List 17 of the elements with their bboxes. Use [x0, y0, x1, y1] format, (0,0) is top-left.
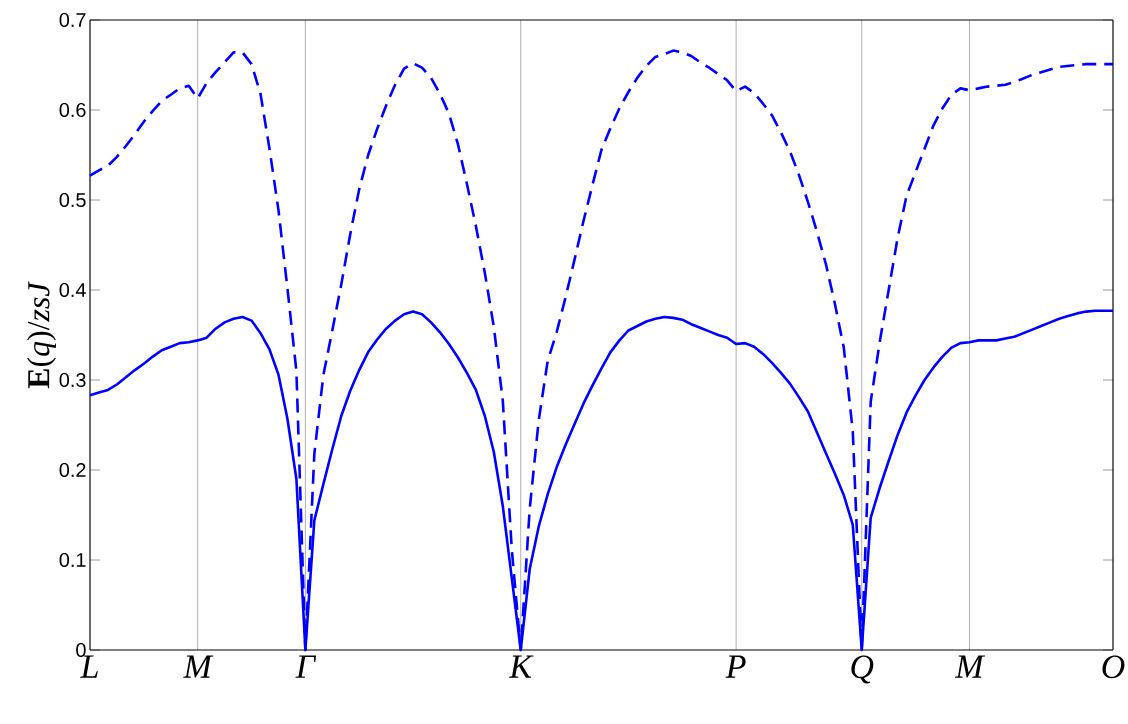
x-tick-label: Q: [851, 655, 874, 684]
y-tick-label: 0.5: [59, 192, 86, 208]
y-tick-label: 0: [76, 642, 86, 658]
y-tick-label: 0.6: [59, 102, 86, 118]
x-tick-label: L: [80, 655, 98, 678]
y-tick-label: 0.4: [59, 282, 86, 298]
x-tick-label: P: [725, 655, 746, 678]
x-tick-label: M: [954, 655, 986, 678]
y-tick-label: 0.2: [59, 462, 86, 478]
y-tick-label: 0.7: [59, 12, 86, 28]
y-tick-label: 0.3: [59, 372, 86, 388]
y-axis-title: E(q)/zsJ: [27, 281, 56, 389]
x-tick-label: O: [1102, 655, 1125, 679]
x-tick-label: M: [183, 655, 214, 678]
x-tick-label: Γ: [295, 655, 317, 678]
x-tick-label: K: [509, 655, 534, 678]
y-tick-label: 0.1: [59, 552, 86, 568]
